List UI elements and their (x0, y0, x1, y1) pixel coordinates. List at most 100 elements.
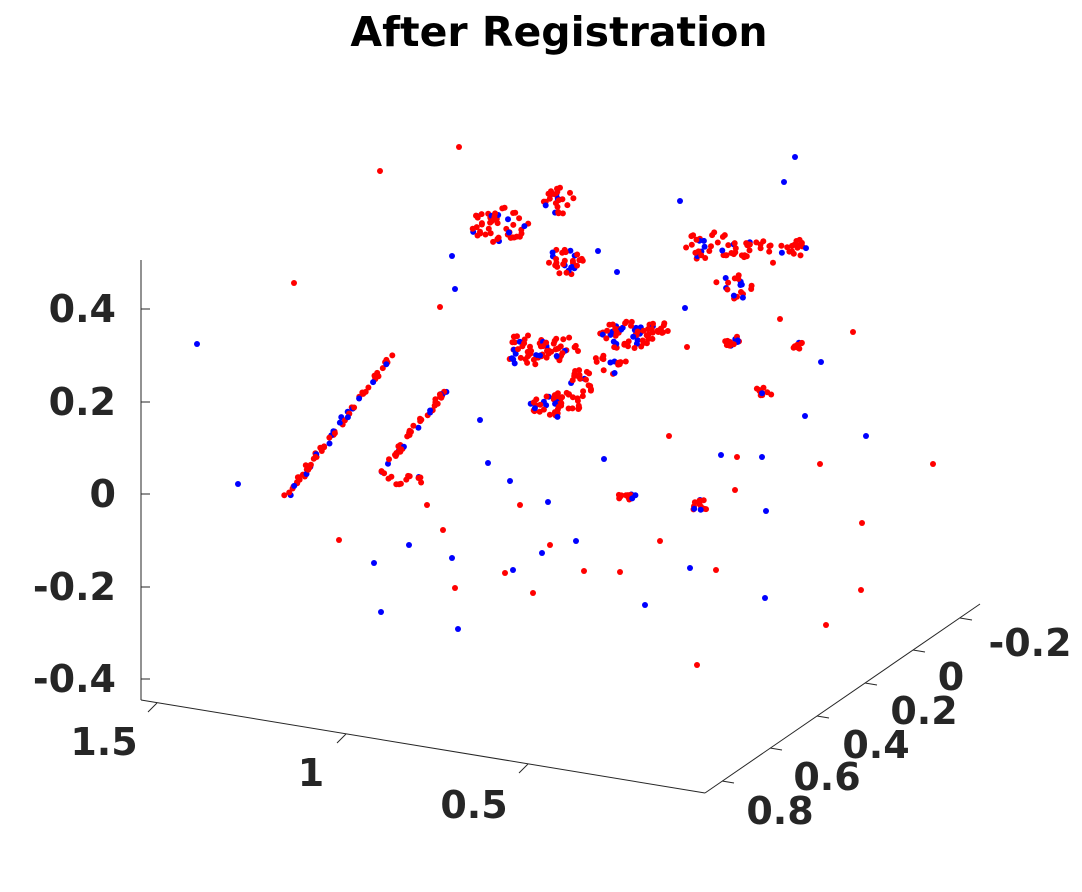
point-blue (542, 202, 549, 209)
point-red (502, 570, 508, 576)
point-red (615, 491, 622, 498)
point-red (533, 396, 540, 403)
y-tick-label: 0.8 (746, 789, 813, 833)
point-red (666, 433, 672, 439)
point-red (548, 188, 554, 195)
point-red (693, 236, 700, 243)
point-red (295, 474, 302, 481)
point-red (546, 411, 553, 418)
point-red (657, 538, 663, 544)
point-red (490, 238, 497, 245)
point-red (628, 322, 634, 329)
point-red (510, 221, 517, 228)
z-tick-label: 0.2 (49, 380, 116, 424)
point-red (385, 460, 391, 467)
point-red (796, 345, 803, 352)
point-blue (406, 542, 412, 548)
point-red (385, 475, 392, 482)
point-red (406, 432, 413, 438)
point-red (713, 279, 720, 286)
x-tick-label: 1 (298, 751, 324, 795)
point-red (569, 394, 576, 401)
point-red (734, 454, 740, 460)
point-red (492, 210, 499, 217)
point-blue (452, 286, 458, 292)
point-red (291, 280, 297, 286)
point-red (389, 352, 396, 359)
point-red (708, 243, 714, 250)
point-red (564, 202, 571, 209)
point-red (574, 397, 581, 404)
point-red (485, 225, 492, 232)
point-red (326, 440, 333, 447)
point-red (381, 470, 388, 477)
point-red (575, 406, 582, 412)
point-red (592, 355, 599, 362)
z-tick-label: 0 (90, 472, 116, 516)
point-red (512, 209, 519, 216)
point-red (741, 254, 748, 261)
point-red (703, 506, 709, 513)
point-red (509, 234, 516, 241)
point-blue (629, 495, 636, 502)
point-blue (642, 602, 648, 608)
point-red (631, 345, 638, 351)
point-red (622, 320, 629, 327)
point-red (561, 246, 568, 253)
point-red (473, 212, 479, 219)
point-red (661, 320, 668, 327)
point-red (576, 367, 583, 374)
point-red (817, 461, 823, 467)
point-red (560, 336, 567, 343)
point-red (563, 269, 570, 276)
point-red (386, 456, 392, 463)
point-red (560, 261, 567, 268)
point-red (494, 220, 501, 227)
point-red (850, 329, 856, 335)
point-red (312, 453, 319, 460)
point-red (424, 502, 430, 508)
point-red (778, 242, 785, 249)
point-red (547, 542, 553, 548)
z-tick-label: 0.4 (49, 287, 116, 331)
point-blue (701, 243, 708, 250)
point-blue (506, 229, 512, 236)
point-red (789, 248, 795, 255)
point-red (743, 240, 750, 247)
point-blue (607, 331, 614, 338)
point-blue (700, 237, 707, 244)
point-red (559, 350, 566, 357)
point-blue (718, 452, 724, 458)
point-blue (379, 365, 386, 372)
point-red (514, 333, 520, 340)
point-red (305, 466, 312, 473)
point-blue (599, 331, 606, 338)
point-red (365, 384, 372, 391)
point-blue (730, 292, 737, 299)
point-red (519, 343, 526, 350)
point-blue (485, 460, 491, 466)
x-axis-line (140, 699, 706, 794)
point-red (418, 416, 425, 423)
y-tick-label: 0.2 (890, 689, 957, 733)
point-red (518, 230, 525, 237)
point-red (397, 448, 404, 455)
point-red (452, 585, 458, 591)
point-blue (682, 305, 688, 311)
point-blue (507, 478, 513, 484)
y-tick-label: 0.4 (842, 723, 909, 767)
point-red (554, 345, 561, 352)
point-blue (630, 333, 637, 340)
point-blue (554, 413, 561, 420)
point-blue (449, 253, 455, 259)
point-red (555, 197, 562, 204)
point-red (540, 343, 546, 350)
point-blue (455, 626, 461, 632)
point-red (606, 321, 613, 328)
point-red (664, 328, 671, 334)
point-red (722, 252, 729, 259)
point-red (487, 230, 494, 237)
point-blue (438, 394, 445, 401)
point-red (554, 188, 561, 195)
point-blue (505, 216, 511, 223)
